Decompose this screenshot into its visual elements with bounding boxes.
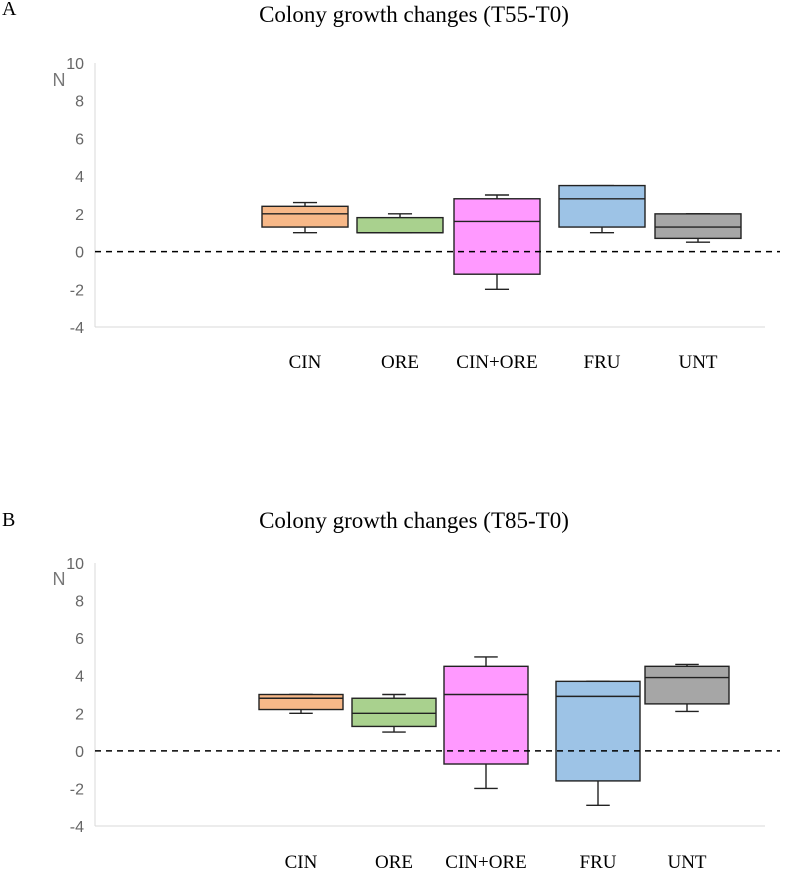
y-tick-label: 10 [66, 56, 84, 73]
y-tick-label: -4 [70, 320, 84, 337]
y-tick-label: 4 [75, 169, 84, 186]
box-body [258, 693, 344, 711]
category-label: CIN [289, 352, 322, 373]
category-label: CIN [285, 852, 318, 869]
box-unt [644, 663, 730, 713]
category-label: ORE [375, 852, 413, 869]
box-body [654, 213, 742, 240]
panel-a: A Colony growth changes (T55-T0) N -4 -2 0… [2, 0, 780, 373]
category-label: CIN+ORE [445, 852, 526, 869]
category-label: UNT [678, 352, 717, 373]
box-body [351, 697, 437, 728]
panel-label: A [2, 0, 17, 20]
category-label: FRU [584, 352, 621, 373]
y-tick-label: 6 [75, 131, 84, 148]
box-body [644, 665, 730, 705]
box-cin-ore [443, 656, 529, 790]
box-unt [654, 213, 742, 243]
box-fru [555, 680, 641, 807]
category-label: UNT [667, 852, 706, 869]
y-tick-label: 8 [75, 94, 84, 111]
plot-area: -4 -2 0 2 4 6 8 10 CIN ORE CIN+ORE FRU UNT [66, 556, 780, 869]
category-label: ORE [381, 352, 419, 373]
y-tick-label: 2 [75, 706, 84, 723]
box-ore [351, 693, 437, 733]
y-axis-label: N [53, 569, 66, 589]
y-tick-label: 8 [75, 594, 84, 611]
box-body [555, 680, 641, 782]
y-tick-label: -4 [70, 819, 84, 836]
box-cin [261, 201, 349, 234]
box-body [356, 216, 444, 234]
box-body [558, 184, 646, 228]
panel-label: B [2, 509, 15, 531]
y-tick-label: 4 [75, 669, 84, 686]
y-tick-label: -2 [70, 781, 84, 798]
chart-title: Colony growth changes (T55-T0) [259, 2, 569, 27]
y-axis-label: N [53, 70, 66, 90]
category-label: FRU [580, 852, 617, 869]
chart-title: Colony growth changes (T85-T0) [259, 508, 569, 533]
y-tick-label: 2 [75, 207, 84, 224]
y-tick-label: 0 [75, 744, 84, 761]
box-body [453, 198, 541, 275]
panel-b: B Colony growth changes (T85-T0) N -4 -2 0… [2, 508, 780, 869]
box-cin [258, 693, 344, 714]
y-tick-label: 0 [75, 245, 84, 262]
category-label: CIN+ORE [456, 352, 537, 373]
box-body [261, 205, 349, 228]
y-tick-label: 10 [66, 556, 84, 573]
y-tick-label: 6 [75, 631, 84, 648]
box-fru [558, 184, 646, 234]
box-cin-ore [453, 194, 541, 290]
y-tick-label: -2 [70, 282, 84, 299]
box-ore [356, 213, 444, 234]
box-body [443, 665, 529, 765]
plot-area: -4 -2 0 2 4 6 8 10 CIN ORE CIN+ORE FRU UNT [66, 56, 780, 373]
